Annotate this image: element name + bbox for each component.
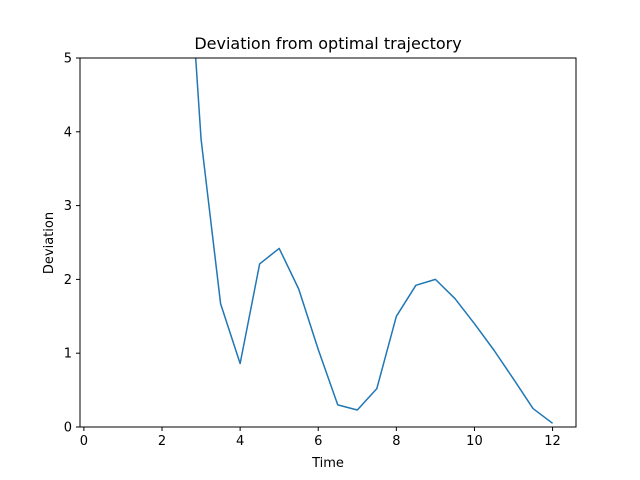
y-tick-label: 5 <box>64 52 72 67</box>
y-axis: 0 1 2 3 4 5 <box>64 52 80 436</box>
x-tick-label: 4 <box>236 434 244 449</box>
y-tick-label: 3 <box>64 199 72 214</box>
x-axis: 0 2 4 6 8 10 12 <box>80 427 561 449</box>
x-tick-label: 0 <box>80 434 88 449</box>
y-tick-label: 0 <box>64 421 72 436</box>
x-axis-label: Time <box>311 456 344 471</box>
x-tick-label: 2 <box>158 434 166 449</box>
x-tick-label: 10 <box>466 434 483 449</box>
chart-title: Deviation from optimal trajectory <box>194 34 461 53</box>
y-axis-label: Deviation <box>42 212 57 274</box>
x-tick-label: 8 <box>392 434 400 449</box>
y-tick-label: 4 <box>64 125 72 140</box>
series-line-1 <box>194 58 554 424</box>
plot-frame <box>79 57 577 428</box>
x-tick-label: 12 <box>544 434 561 449</box>
plot-area <box>79 57 577 428</box>
y-tick-label: 1 <box>64 347 72 362</box>
x-tick-label: 6 <box>314 434 322 449</box>
y-tick-label: 2 <box>64 273 72 288</box>
